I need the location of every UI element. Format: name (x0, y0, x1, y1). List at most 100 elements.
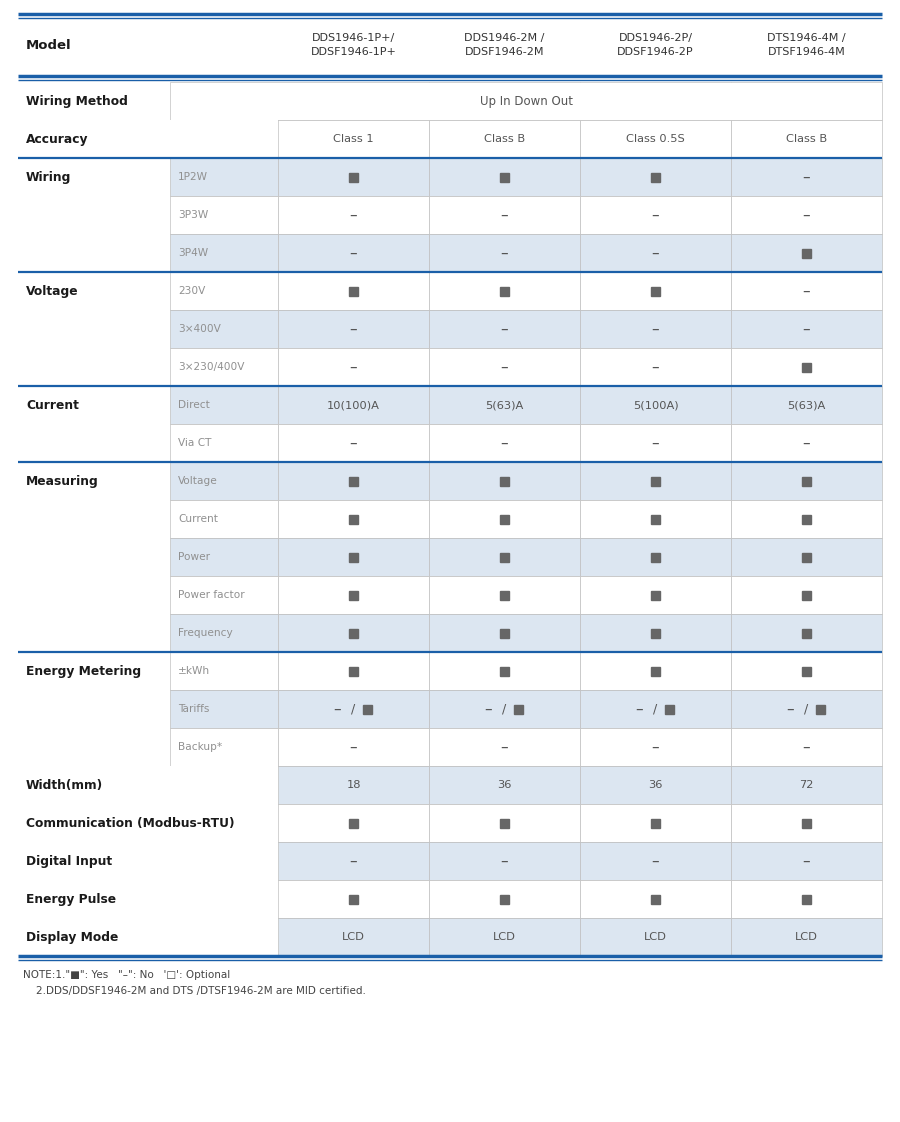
Bar (429, 728, 580, 766)
Bar (802, 477, 811, 486)
Text: –: – (803, 322, 810, 337)
Bar (278, 842, 429, 880)
Bar (278, 120, 429, 158)
Bar (802, 248, 811, 258)
Bar (731, 500, 882, 539)
Text: –: – (803, 208, 810, 222)
Bar (170, 880, 278, 918)
Bar (170, 576, 278, 614)
Bar (651, 666, 660, 675)
Bar (349, 173, 358, 182)
Text: Tariffs: Tariffs (178, 703, 210, 714)
Text: /: / (653, 702, 658, 716)
Text: Frequency: Frequency (178, 628, 233, 638)
Bar (580, 424, 731, 462)
Text: Accuracy: Accuracy (26, 132, 88, 146)
Bar (429, 386, 580, 424)
Text: 36: 36 (498, 780, 512, 790)
Bar (580, 158, 731, 196)
Text: –: – (652, 246, 660, 260)
Bar (731, 690, 882, 728)
Text: Up In Down Out: Up In Down Out (480, 94, 572, 108)
Text: –: – (350, 359, 357, 375)
Text: Class B: Class B (484, 134, 525, 144)
Text: 3×230/400V: 3×230/400V (178, 362, 245, 373)
Bar (429, 766, 580, 804)
Text: 36: 36 (648, 780, 662, 790)
Bar (349, 666, 358, 675)
Bar (580, 462, 731, 500)
Text: Power: Power (178, 552, 210, 562)
Bar (580, 234, 731, 272)
Bar (500, 515, 509, 524)
Text: –: – (803, 435, 810, 451)
Bar (802, 515, 811, 524)
Bar (349, 552, 358, 561)
Bar (349, 819, 358, 828)
Text: Current: Current (26, 398, 79, 412)
Bar (429, 690, 580, 728)
Text: –: – (635, 701, 644, 717)
Bar (170, 272, 278, 310)
Bar (278, 652, 429, 690)
Bar (278, 158, 429, 196)
Bar (731, 348, 882, 386)
Text: Class 1: Class 1 (333, 134, 374, 144)
Bar (580, 918, 731, 956)
Bar (731, 234, 882, 272)
Bar (170, 82, 882, 120)
Text: /: / (351, 702, 356, 716)
Bar (580, 386, 731, 424)
Text: Backup*: Backup* (178, 742, 222, 752)
Bar (349, 286, 358, 295)
Bar (429, 272, 580, 310)
Bar (651, 173, 660, 182)
Text: –: – (803, 284, 810, 298)
Bar (500, 590, 509, 599)
Bar (170, 158, 278, 196)
Bar (278, 348, 429, 386)
Bar (349, 477, 358, 486)
Text: ±kWh: ±kWh (178, 666, 210, 675)
Bar (731, 424, 882, 462)
Bar (278, 728, 429, 766)
Bar (500, 628, 509, 637)
Bar (278, 690, 429, 728)
Bar (349, 515, 358, 524)
Bar (580, 539, 731, 576)
Text: –: – (652, 854, 660, 868)
Bar (363, 705, 372, 714)
Text: 5(63)A: 5(63)A (788, 401, 825, 410)
Bar (731, 196, 882, 234)
Text: –: – (652, 322, 660, 337)
Text: –: – (350, 246, 357, 260)
Bar (731, 842, 882, 880)
Text: Via CT: Via CT (178, 438, 212, 448)
Bar (580, 196, 731, 234)
Bar (278, 918, 429, 956)
Text: –: – (803, 854, 810, 868)
Bar (170, 614, 278, 652)
Text: DDS1946-2M /
DDSF1946-2M: DDS1946-2M / DDSF1946-2M (464, 34, 544, 56)
Bar (429, 539, 580, 576)
Bar (500, 173, 509, 182)
Bar (731, 272, 882, 310)
Bar (170, 196, 278, 234)
Bar (278, 424, 429, 462)
Text: –: – (350, 322, 357, 337)
Bar (170, 120, 278, 158)
Bar (580, 880, 731, 918)
Bar (731, 766, 882, 804)
Bar (580, 120, 731, 158)
Bar (429, 614, 580, 652)
Bar (580, 842, 731, 880)
Bar (278, 272, 429, 310)
Bar (170, 386, 278, 424)
Bar (580, 804, 731, 842)
Text: Wiring Method: Wiring Method (26, 94, 128, 108)
Bar (429, 804, 580, 842)
Text: Current: Current (178, 514, 218, 524)
Text: –: – (500, 322, 508, 337)
Bar (429, 120, 580, 158)
Text: Wiring: Wiring (26, 171, 71, 184)
